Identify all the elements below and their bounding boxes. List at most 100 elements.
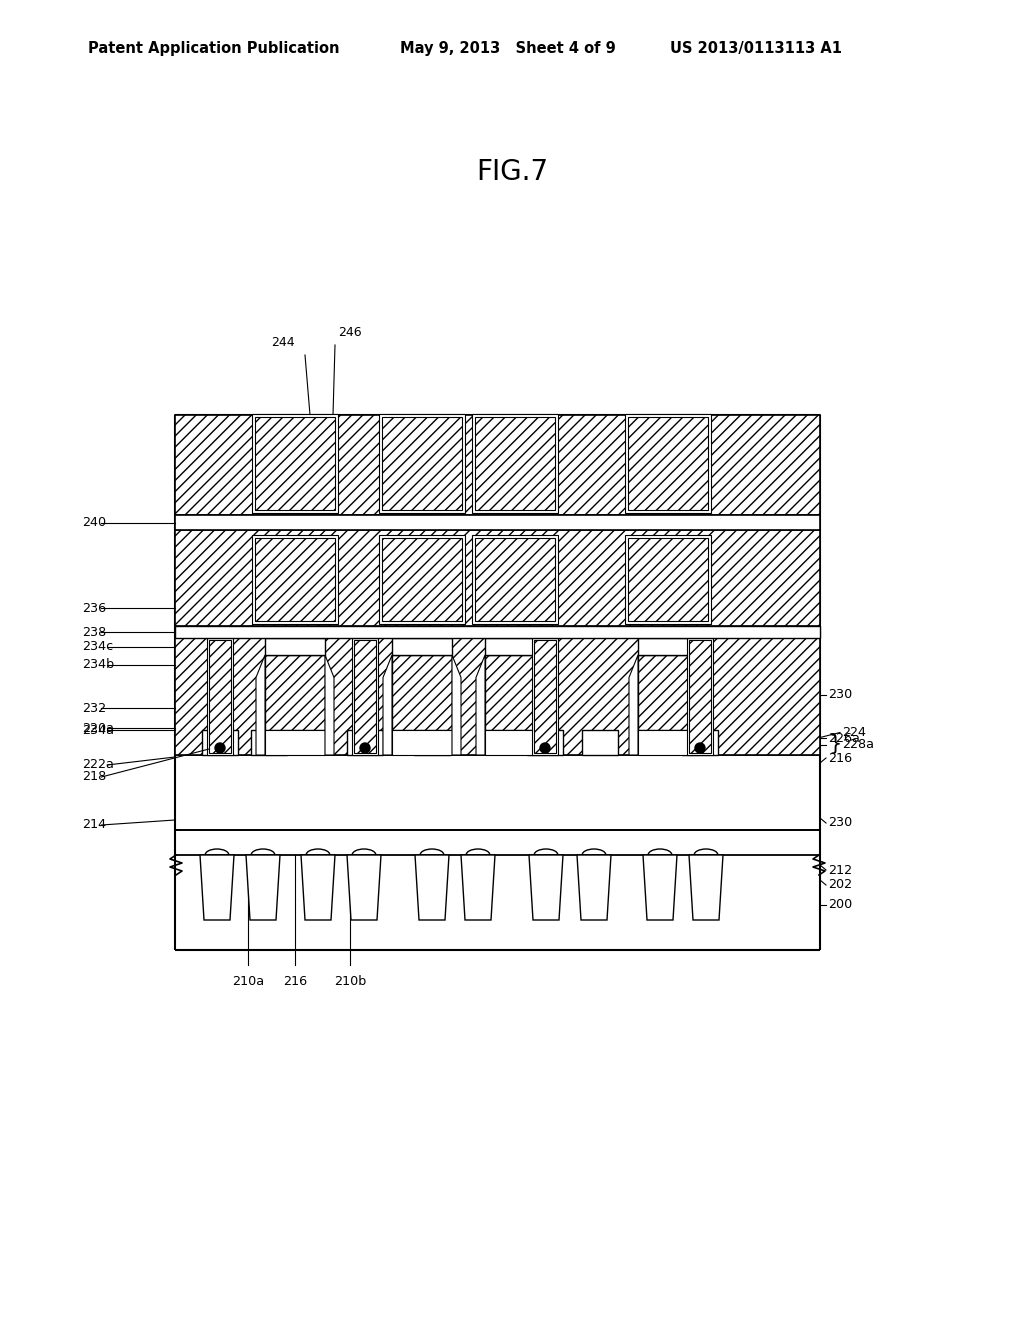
Polygon shape [545, 655, 554, 755]
Bar [414, 730, 450, 755]
Bar [638, 655, 698, 730]
Bar [175, 626, 820, 638]
Text: 234a: 234a [82, 723, 114, 737]
Text: 212: 212 [828, 863, 852, 876]
Polygon shape [629, 655, 638, 755]
Polygon shape [246, 855, 280, 920]
Polygon shape [698, 655, 707, 755]
Text: 230: 230 [828, 689, 852, 701]
Text: 246: 246 [338, 326, 361, 339]
Bar [207, 638, 233, 755]
Text: 226a: 226a [828, 731, 860, 744]
Text: May 9, 2013   Sheet 4 of 9: May 9, 2013 Sheet 4 of 9 [400, 41, 615, 55]
Circle shape [540, 743, 550, 752]
Text: 218: 218 [82, 771, 106, 784]
Bar [265, 638, 325, 655]
Bar [175, 515, 820, 531]
Bar [534, 640, 556, 752]
Bar [392, 655, 452, 730]
Text: 238: 238 [82, 626, 106, 639]
Bar [527, 730, 563, 755]
Circle shape [215, 743, 225, 752]
Text: 214: 214 [82, 818, 106, 832]
Bar [628, 417, 708, 510]
Text: 200: 200 [828, 899, 852, 912]
Text: 232: 232 [82, 701, 106, 714]
Text: 202: 202 [828, 879, 852, 891]
Circle shape [360, 743, 370, 752]
Bar [532, 638, 558, 755]
Bar [625, 414, 711, 513]
Polygon shape [476, 655, 485, 755]
Polygon shape [347, 855, 381, 920]
Text: 222a: 222a [82, 759, 114, 771]
Text: 210b: 210b [334, 975, 367, 987]
Bar [689, 640, 711, 752]
Polygon shape [415, 855, 449, 920]
Bar [392, 730, 452, 755]
Bar [638, 638, 698, 655]
Bar [265, 730, 325, 755]
Bar [252, 414, 338, 513]
Text: 220a: 220a [82, 722, 114, 734]
Text: Patent Application Publication: Patent Application Publication [88, 41, 340, 55]
Bar [475, 539, 555, 620]
Bar [475, 417, 555, 510]
Polygon shape [529, 855, 563, 920]
Bar [379, 414, 465, 513]
Bar [347, 730, 383, 755]
Bar [265, 655, 325, 730]
Bar [209, 640, 231, 752]
Bar [485, 638, 545, 655]
Bar [638, 730, 698, 755]
Polygon shape [452, 655, 461, 755]
Bar [202, 730, 238, 755]
Polygon shape [325, 655, 334, 755]
Bar [392, 638, 452, 655]
Bar [255, 539, 335, 620]
Text: 240: 240 [82, 516, 106, 529]
Bar [175, 638, 820, 755]
Text: US 2013/0113113 A1: US 2013/0113113 A1 [670, 41, 842, 55]
Bar [472, 535, 558, 624]
Text: 216: 216 [828, 751, 852, 764]
Text: 228a: 228a [842, 738, 874, 751]
Polygon shape [256, 655, 265, 755]
Bar [379, 535, 465, 624]
Bar [485, 655, 545, 730]
Text: 234c: 234c [82, 640, 113, 653]
Polygon shape [383, 655, 392, 755]
Bar [175, 414, 820, 515]
Bar [354, 640, 376, 752]
Polygon shape [461, 855, 495, 920]
Text: FIG.7: FIG.7 [476, 158, 548, 186]
Bar [472, 414, 558, 513]
Bar [687, 638, 713, 755]
Text: 224: 224 [842, 726, 866, 739]
Bar [628, 539, 708, 620]
Bar [175, 531, 820, 626]
Text: 210a: 210a [232, 975, 264, 987]
Bar [382, 539, 462, 620]
Bar [252, 535, 338, 624]
Polygon shape [301, 855, 335, 920]
Bar [251, 730, 287, 755]
Text: 234b: 234b [82, 659, 115, 672]
Text: 236: 236 [82, 602, 106, 615]
Bar [382, 417, 462, 510]
Bar [352, 638, 378, 755]
Bar [485, 730, 545, 755]
Bar [625, 535, 711, 624]
Bar [175, 755, 820, 830]
Bar [582, 730, 618, 755]
Circle shape [695, 743, 705, 752]
Bar [682, 730, 718, 755]
Text: 230: 230 [828, 817, 852, 829]
Text: }: } [828, 734, 842, 755]
Polygon shape [577, 855, 611, 920]
Polygon shape [643, 855, 677, 920]
Bar [255, 417, 335, 510]
Polygon shape [689, 855, 723, 920]
Text: 216: 216 [283, 975, 307, 987]
Polygon shape [200, 855, 234, 920]
